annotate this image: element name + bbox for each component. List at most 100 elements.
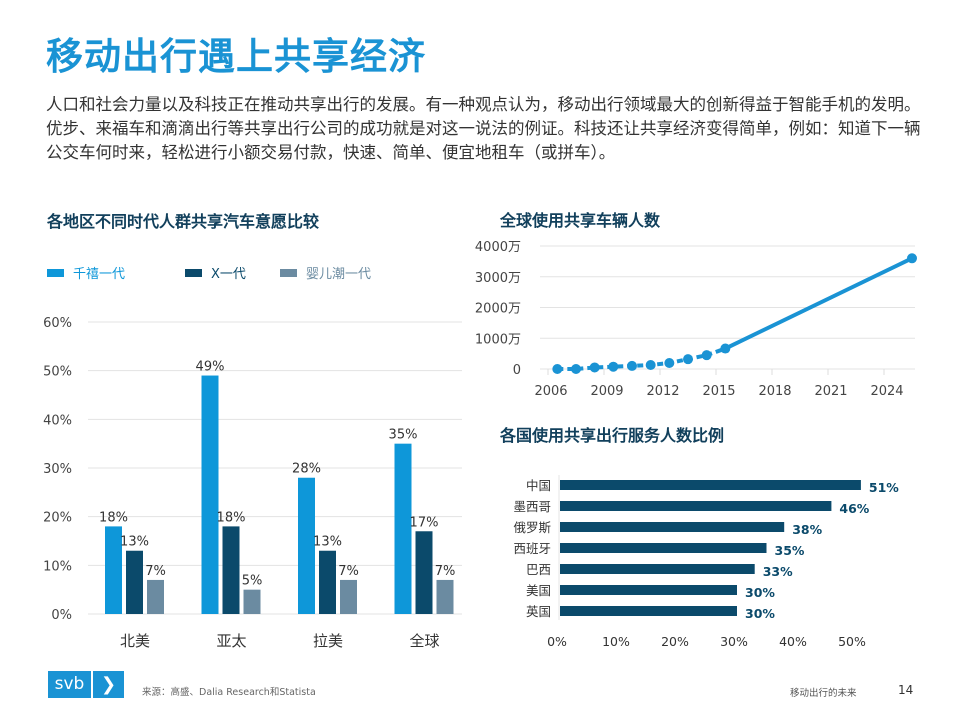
bar bbox=[222, 526, 240, 614]
generation-bar-chart: 千禧一代 X一代 婴儿潮一代 0% 10% 20% 30% 40% 50% 60% 18% 13% 7%… bbox=[43, 267, 462, 650]
data-label: 46% bbox=[839, 501, 869, 516]
data-point bbox=[720, 343, 731, 354]
data-point bbox=[627, 360, 637, 371]
data-point bbox=[683, 354, 693, 365]
x-tick-label: 10% bbox=[602, 634, 630, 649]
y-tick-label: 10% bbox=[43, 559, 72, 574]
legend-swatch bbox=[280, 269, 297, 277]
data-point bbox=[645, 360, 656, 371]
data-point bbox=[701, 350, 712, 361]
x-category-label: 全球 bbox=[409, 632, 439, 650]
data-label: 7% bbox=[435, 564, 456, 579]
category-label: 西班牙 bbox=[513, 541, 551, 556]
source-note: 来源：高盛、Dalia Research和Statista bbox=[142, 687, 316, 698]
y-tick-label: 4000万 bbox=[475, 240, 521, 255]
x-tick-label: 2009 bbox=[590, 384, 623, 399]
y-tick-label: 40% bbox=[43, 413, 72, 428]
y-tick-label: 2000万 bbox=[475, 302, 521, 317]
bar bbox=[298, 477, 315, 614]
y-tick-label: 60% bbox=[43, 316, 72, 331]
bar bbox=[147, 579, 164, 614]
category-label: 巴西 bbox=[526, 562, 551, 577]
data-point bbox=[589, 362, 600, 373]
y-tick-label: 1000万 bbox=[475, 332, 521, 347]
x-category-label: 拉美 bbox=[313, 632, 343, 650]
x-tick-label: 2006 bbox=[534, 384, 567, 399]
users-line-chart: 0 1000万 2000万 3000万 4000万 2006 2009 2012 2015 201… bbox=[475, 240, 917, 399]
historical-line bbox=[557, 346, 727, 371]
bar bbox=[560, 480, 861, 490]
bar bbox=[394, 443, 412, 614]
category-label: 英国 bbox=[526, 604, 551, 619]
bar bbox=[340, 579, 357, 614]
legend-label: 千禧一代 bbox=[73, 267, 125, 282]
legend-swatch bbox=[185, 269, 202, 277]
data-point bbox=[571, 364, 581, 374]
data-label: 30% bbox=[745, 585, 775, 600]
data-label: 38% bbox=[792, 522, 822, 537]
x-tick-label: 30% bbox=[720, 634, 748, 649]
bar bbox=[126, 550, 143, 614]
data-label: 17% bbox=[410, 515, 439, 530]
data-label: 35% bbox=[775, 543, 805, 558]
bar bbox=[415, 531, 433, 614]
data-label: 13% bbox=[313, 535, 342, 550]
data-label: 49% bbox=[196, 360, 225, 375]
country-chart-title: 各国使用共享出行服务人数比例 bbox=[500, 426, 725, 445]
data-label: 51% bbox=[869, 480, 899, 495]
footer-title: 移动出行的未来 bbox=[790, 688, 857, 699]
bar bbox=[560, 543, 767, 553]
intro-paragraph: 人口和社会力量以及科技正在推动共享出行的发展。有一种观点认为，移动出行领域最大的… bbox=[46, 95, 921, 162]
bar bbox=[560, 501, 832, 511]
logo-text: svb bbox=[48, 671, 91, 698]
x-tick-label: 20% bbox=[661, 634, 689, 649]
category-label: 俄罗斯 bbox=[513, 520, 551, 535]
y-tick-label: 50% bbox=[43, 365, 72, 380]
data-label: 18% bbox=[99, 510, 128, 525]
legend-swatch bbox=[47, 269, 64, 277]
bar bbox=[436, 579, 454, 614]
data-label: 35% bbox=[389, 428, 418, 443]
bar bbox=[243, 589, 261, 614]
data-label: 7% bbox=[145, 564, 166, 579]
category-label: 墨西哥 bbox=[513, 499, 551, 514]
data-point bbox=[608, 361, 619, 372]
bar bbox=[560, 522, 785, 532]
category-label: 中国 bbox=[526, 478, 551, 493]
page-number: 14 bbox=[898, 683, 914, 697]
data-label: 13% bbox=[120, 535, 149, 550]
bar bbox=[319, 550, 336, 614]
y-tick-label: 3000万 bbox=[475, 271, 521, 286]
bar bbox=[105, 526, 122, 614]
bar bbox=[560, 585, 737, 595]
x-tick-label: 2012 bbox=[646, 384, 679, 399]
x-category-label: 北美 bbox=[120, 632, 150, 650]
bar bbox=[560, 564, 755, 574]
data-label: 5% bbox=[242, 574, 263, 589]
data-point bbox=[907, 253, 917, 264]
x-tick-label: 2024 bbox=[870, 384, 903, 399]
bar bbox=[201, 375, 219, 614]
bar bbox=[560, 606, 737, 616]
logo-arrow-icon: ❯ bbox=[93, 671, 124, 698]
category-label: 美国 bbox=[526, 583, 551, 598]
data-label: 33% bbox=[763, 564, 793, 579]
x-category-label: 亚太 bbox=[216, 632, 246, 650]
projection-line bbox=[724, 256, 913, 351]
data-point bbox=[664, 358, 675, 369]
x-tick-label: 0% bbox=[547, 634, 567, 649]
y-tick-label: 0 bbox=[513, 363, 521, 378]
generation-chart-title: 各地区不同时代人群共享汽车意愿比较 bbox=[47, 212, 320, 231]
y-tick-label: 0% bbox=[51, 608, 72, 623]
legend-label: X一代 bbox=[211, 267, 246, 282]
users-chart-title: 全球使用共享车辆人数 bbox=[500, 211, 661, 230]
data-point bbox=[552, 364, 563, 374]
data-label: 7% bbox=[338, 564, 359, 579]
x-tick-label: 40% bbox=[779, 634, 807, 649]
svb-logo: svb ❯ bbox=[48, 671, 124, 698]
data-label: 28% bbox=[292, 462, 321, 477]
x-tick-label: 2015 bbox=[702, 384, 735, 399]
x-tick-label: 2021 bbox=[814, 384, 847, 399]
data-label: 18% bbox=[217, 510, 246, 525]
page-title: 移动出行遇上共享经济 bbox=[46, 35, 426, 78]
